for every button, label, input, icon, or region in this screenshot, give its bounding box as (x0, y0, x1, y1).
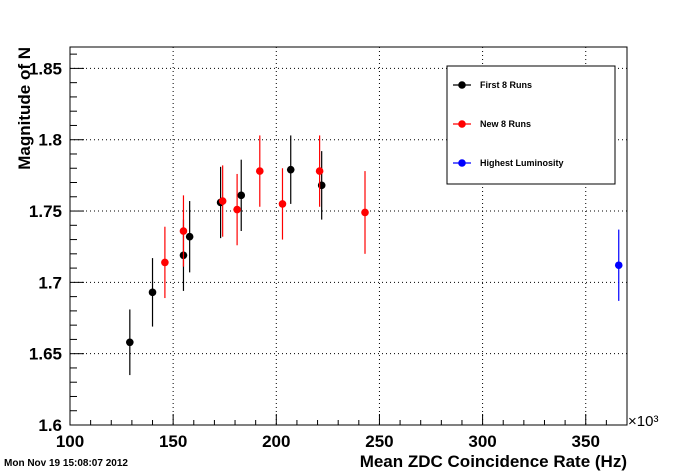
data-point (233, 205, 241, 214)
timestamp: Mon Nov 19 15:08:07 2012 (4, 458, 128, 469)
data-point (278, 200, 287, 208)
data-point (148, 288, 157, 297)
axis-ticks: 100 150 200 250 300 350 1.6 1.65 1.7 1.75 1.8 1.85 (29, 53, 628, 451)
data-point (237, 191, 246, 200)
x-tick-label: 300 (468, 432, 496, 451)
x-tick-label: 200 (262, 432, 290, 451)
y-tick-label: 1.8 (38, 131, 62, 150)
x-tick-label: 100 (56, 432, 84, 451)
plot-frame (69, 46, 628, 426)
x-tick-label: 150 (159, 432, 187, 451)
data-point (361, 208, 369, 217)
data-point (126, 338, 134, 347)
x-tick-label: 350 (572, 432, 600, 451)
legend-label: First 8 Runs (480, 80, 532, 90)
y-tick-label: 1.7 (38, 273, 62, 292)
series-new-8-runs (161, 135, 369, 299)
y-tick-label: 1.75 (29, 202, 62, 221)
legend-label: Highest Luminosity (480, 158, 564, 168)
data-point (185, 232, 194, 241)
x-axis-label: Mean ZDC Coincidence Rate (Hz) (360, 452, 627, 471)
data-point (161, 258, 169, 267)
y-tick-label: 1.6 (38, 416, 62, 435)
data-point (218, 197, 227, 205)
y-tick-label: 1.65 (29, 345, 62, 364)
series-highest-luminosity (614, 229, 623, 301)
data-point (179, 227, 188, 235)
legend-marker (458, 81, 466, 89)
y-axis-label: Magnitude of N (15, 47, 34, 170)
legend-marker (458, 159, 466, 167)
data-point (315, 167, 324, 175)
y-tick-label: 1.85 (29, 59, 62, 78)
data-point (286, 165, 295, 174)
x-axis-exponent: ×10³ (628, 413, 658, 430)
legend-label: New 8 Runs (480, 119, 531, 129)
data-point (255, 167, 264, 175)
data-point (614, 261, 623, 270)
legend: First 8 Runs New 8 Runs Highest Luminosity (446, 65, 616, 185)
legend-marker (458, 120, 466, 128)
data-points (126, 135, 623, 376)
x-tick-label: 250 (365, 432, 393, 451)
legend-box (446, 65, 616, 185)
